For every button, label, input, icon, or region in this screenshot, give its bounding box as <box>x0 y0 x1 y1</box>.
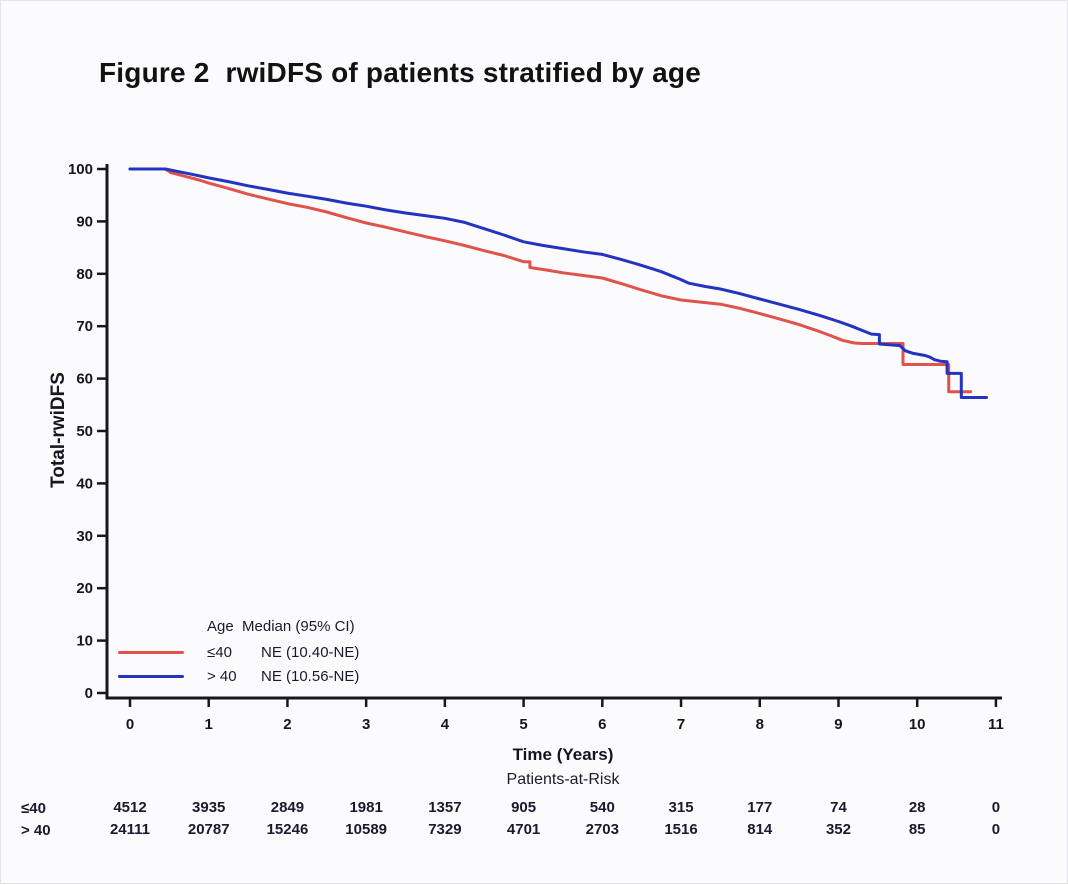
x-tick-label: 6 <box>598 716 606 733</box>
at-risk-value: 4701 <box>507 821 540 838</box>
y-tick-label: 40 <box>76 475 93 492</box>
legend-label-le40: ≤40 <box>207 643 232 661</box>
legend-median-gt40: NE (10.56-NE) <box>261 667 360 685</box>
at-risk-caption: Patients-at-Risk <box>506 771 620 788</box>
legend-entry-gt40: > 40 NE (10.56-NE) <box>207 667 359 685</box>
y-tick-label: 30 <box>76 528 93 545</box>
at-risk-value: 814 <box>747 821 773 838</box>
legend-label-gt40: > 40 <box>207 667 237 685</box>
legend-median-le40: NE (10.40-NE) <box>261 643 360 661</box>
x-tick-label: 3 <box>362 716 370 733</box>
legend-line-le40 <box>118 651 184 654</box>
y-tick-label: 0 <box>85 685 93 702</box>
at-risk-value: 20787 <box>188 821 230 838</box>
figure-title: Figure 2 rwiDFS of patients stratified b… <box>99 57 701 88</box>
at-risk-value: 1516 <box>664 821 697 838</box>
at-risk-value: 177 <box>747 799 772 816</box>
x-tick-label: 2 <box>283 716 291 733</box>
at-risk-value: 1981 <box>349 799 382 816</box>
at-risk-value: 0 <box>992 799 1000 816</box>
survival-curve-gt40 <box>128 167 988 399</box>
x-tick-label: 10 <box>909 716 926 733</box>
at-risk-value: 2849 <box>271 799 304 816</box>
at-risk-value: 2703 <box>586 821 619 838</box>
x-tick-label: 8 <box>756 716 764 733</box>
at-risk-value: 15246 <box>267 821 309 838</box>
at-risk-row-label-gt40: > 40 <box>21 822 51 839</box>
y-tick-label: 60 <box>76 371 93 388</box>
at-risk-value: 352 <box>826 821 851 838</box>
at-risk-value: 7329 <box>428 821 461 838</box>
y-tick-label: 20 <box>76 580 93 597</box>
at-risk-value: 4512 <box>113 799 146 816</box>
x-axis-title: Time (Years) <box>512 745 614 764</box>
x-tick-label: 4 <box>441 716 450 733</box>
at-risk-value: 24111 <box>110 821 150 838</box>
survival-curve-le40 <box>128 167 973 394</box>
at-risk-value: 74 <box>830 799 847 816</box>
at-risk-value: 10589 <box>345 821 387 838</box>
y-tick-label: 70 <box>76 318 93 335</box>
at-risk-value: 3935 <box>192 799 225 816</box>
y-tick-label: 90 <box>76 213 93 230</box>
y-tick-label: 50 <box>76 423 93 440</box>
at-risk-value: 905 <box>511 799 536 816</box>
x-tick-label: 1 <box>205 716 213 733</box>
y-tick-label: 100 <box>68 161 93 178</box>
x-tick-label: 9 <box>834 716 842 733</box>
y-tick-label: 10 <box>76 633 93 650</box>
at-risk-value: 315 <box>669 799 694 816</box>
at-risk-value: 28 <box>909 799 926 816</box>
x-tick-label: 7 <box>677 716 685 733</box>
at-risk-value: 85 <box>909 821 926 838</box>
at-risk-value: 1357 <box>428 799 461 816</box>
legend-line-gt40 <box>118 675 184 678</box>
y-tick-label: 80 <box>76 266 93 283</box>
at-risk-row-label-le40: ≤40 <box>21 800 46 817</box>
at-risk-value: 540 <box>590 799 615 816</box>
x-tick-label: 0 <box>126 716 134 733</box>
at-risk-value: 0 <box>992 821 1000 838</box>
x-tick-label: 5 <box>519 716 527 733</box>
legend-header: Age Median (95% CI) <box>207 618 355 635</box>
x-tick-label: 11 <box>988 716 1004 733</box>
legend-entry-le40: ≤40 NE (10.40-NE) <box>207 643 359 661</box>
